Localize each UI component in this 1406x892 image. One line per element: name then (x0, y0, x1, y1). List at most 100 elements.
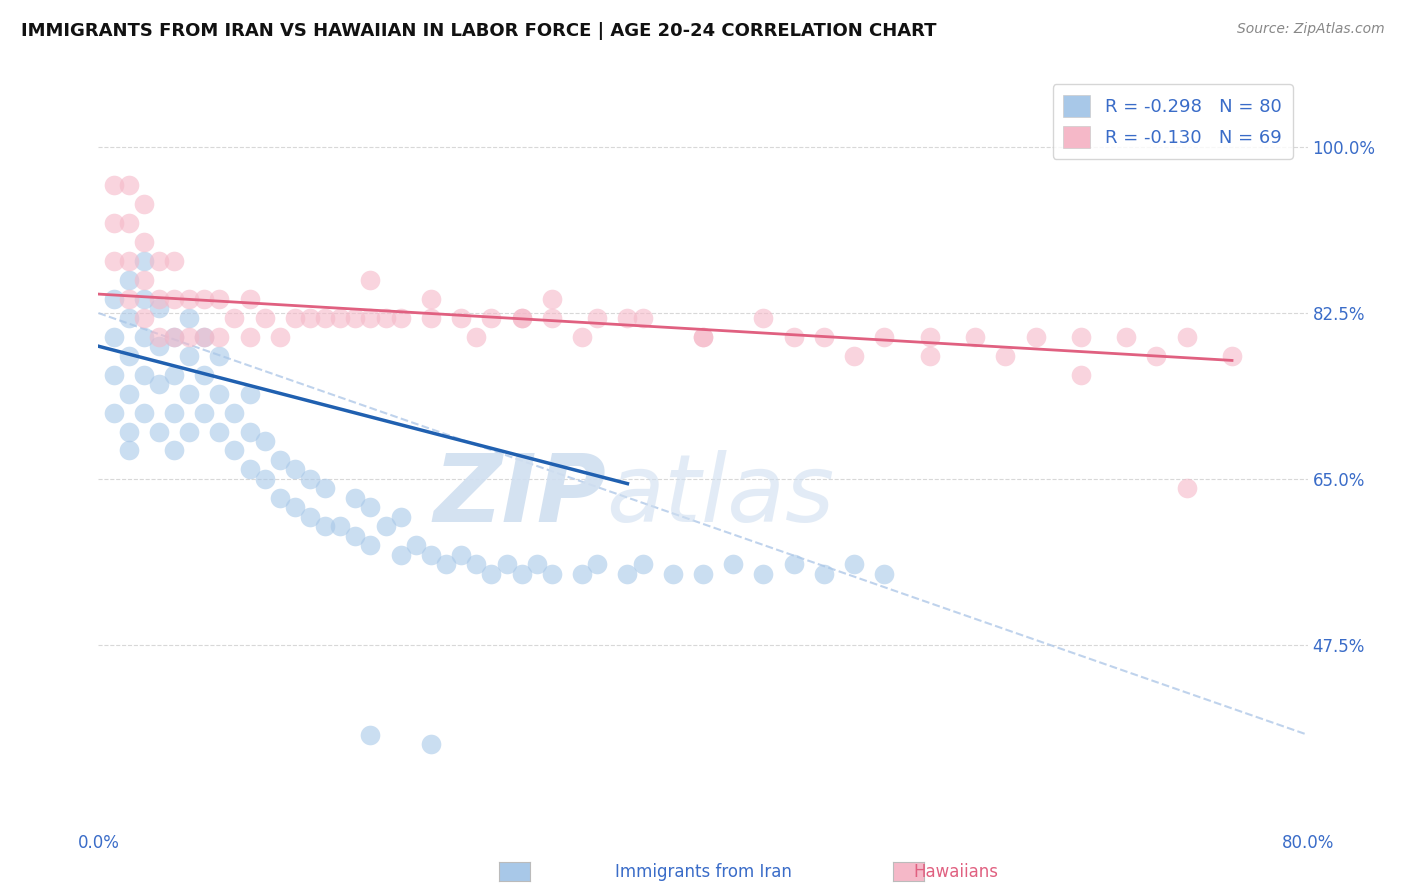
Point (752, 310, 775, 325)
Point (616, 566, 638, 581)
Point (571, 566, 593, 581)
Point (103, 254, 125, 268)
Point (193, 330, 215, 344)
Point (540, 310, 562, 325)
Point (389, 509, 412, 524)
Point (163, 330, 186, 344)
Point (723, 557, 745, 572)
Point (360, 500, 382, 515)
Text: IMMIGRANTS FROM IRAN VS HAWAIIAN IN LABOR FORCE | AGE 20-24 CORRELATION CHART: IMMIGRANTS FROM IRAN VS HAWAIIAN IN LABO… (21, 22, 936, 40)
Point (813, 566, 835, 581)
Point (526, 557, 548, 572)
Point (389, 310, 412, 325)
Text: ZIP: ZIP (433, 450, 606, 542)
Point (208, 386, 231, 401)
Point (918, 330, 941, 344)
Point (163, 292, 186, 306)
Point (118, 216, 141, 230)
Point (148, 339, 170, 353)
Point (344, 310, 367, 325)
Point (314, 519, 336, 533)
Point (495, 557, 517, 572)
Point (571, 330, 593, 344)
Point (420, 310, 443, 325)
Point (965, 330, 987, 344)
Point (616, 310, 638, 325)
Point (179, 292, 201, 306)
Point (586, 310, 609, 325)
Point (253, 434, 276, 448)
Point (179, 425, 201, 439)
Point (148, 425, 170, 439)
Point (434, 557, 457, 572)
Point (239, 462, 262, 476)
Point (269, 453, 291, 467)
Point (253, 310, 276, 325)
Point (179, 349, 201, 363)
Point (239, 425, 262, 439)
Point (118, 386, 141, 401)
Point (450, 548, 472, 562)
Point (1144, 349, 1167, 363)
Point (118, 443, 141, 458)
Point (344, 529, 367, 543)
Point (148, 292, 170, 306)
Point (148, 330, 170, 344)
Point (813, 330, 835, 344)
Point (465, 557, 488, 572)
Point (163, 406, 186, 420)
Point (253, 472, 276, 486)
Point (752, 566, 775, 581)
Point (179, 310, 201, 325)
Point (103, 178, 125, 193)
Point (510, 566, 533, 581)
Point (208, 330, 231, 344)
Point (132, 273, 155, 287)
Point (692, 566, 714, 581)
Text: Immigrants from Iran: Immigrants from Iran (614, 863, 792, 881)
Point (1175, 482, 1198, 496)
Point (299, 310, 322, 325)
Point (132, 406, 155, 420)
Point (299, 509, 322, 524)
Point (844, 557, 866, 572)
Point (405, 538, 427, 552)
Point (269, 491, 291, 505)
Point (314, 310, 336, 325)
Point (118, 292, 141, 306)
Point (269, 330, 291, 344)
Point (193, 406, 215, 420)
Point (1070, 368, 1092, 382)
Point (873, 566, 896, 581)
Point (299, 472, 322, 486)
Point (132, 235, 155, 249)
Point (783, 557, 806, 572)
Point (132, 197, 155, 211)
Point (193, 330, 215, 344)
Point (284, 462, 307, 476)
Point (481, 310, 503, 325)
Point (118, 310, 141, 325)
Point (132, 368, 155, 382)
Point (360, 310, 382, 325)
Point (329, 519, 352, 533)
Point (389, 548, 412, 562)
Point (314, 482, 336, 496)
Point (179, 330, 201, 344)
Point (208, 425, 231, 439)
Point (510, 310, 533, 325)
Point (994, 349, 1017, 363)
Point (450, 310, 472, 325)
Point (132, 254, 155, 268)
Point (132, 292, 155, 306)
Point (118, 349, 141, 363)
Point (103, 216, 125, 230)
Point (148, 301, 170, 316)
Point (918, 349, 941, 363)
Point (420, 737, 443, 751)
Point (465, 330, 488, 344)
Point (631, 310, 654, 325)
Point (374, 310, 396, 325)
Point (783, 330, 806, 344)
Point (692, 330, 714, 344)
